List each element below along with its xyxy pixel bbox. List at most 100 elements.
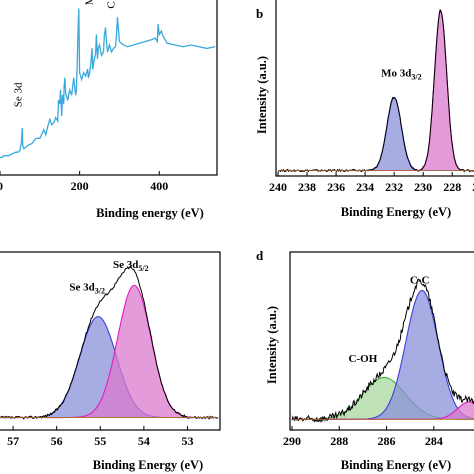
survey-point-88 xyxy=(7,155,9,157)
panel-b-letter: b xyxy=(256,6,263,21)
survey-point-3 xyxy=(190,44,192,46)
survey-point-23 xyxy=(115,46,116,48)
panel-c: 57 56 55 54 53 Binding Energy (eV) Se 3d3/2S… xyxy=(0,251,221,472)
panel-b: b 240 238 236 234 232 230 228 226 Intensity (a.… xyxy=(255,0,474,219)
survey-point-84 xyxy=(19,150,21,151)
peak-fill-b-1 xyxy=(278,10,474,171)
panel-a-ticks: 400 200 0 xyxy=(0,171,168,193)
survey-point-71 xyxy=(49,118,51,120)
panel-a-plot xyxy=(0,8,216,159)
survey-point-29 xyxy=(105,27,106,29)
survey-point-67 xyxy=(57,120,59,122)
survey-point-27 xyxy=(107,51,108,53)
survey-point-39 xyxy=(92,68,94,70)
survey-point-43 xyxy=(87,77,89,79)
survey-point-52 xyxy=(76,89,77,91)
survey-point-55 xyxy=(71,94,73,96)
x-tick-label-b-7: 226 xyxy=(472,180,474,194)
survey-point-17 xyxy=(127,46,128,48)
panel-d-plot xyxy=(291,278,474,424)
survey-point-85 xyxy=(17,151,19,153)
survey-point-38 xyxy=(93,60,95,61)
survey-point-19 xyxy=(119,41,120,42)
panel-d-xlabel: Binding Energy (eV) xyxy=(341,458,451,472)
survey-point-9 xyxy=(158,34,160,35)
survey-point-61 xyxy=(63,103,65,105)
survey-point-51 xyxy=(76,65,78,67)
annotation-c-1: Se 3d5/2 xyxy=(113,259,149,273)
survey-point-47 xyxy=(81,79,83,80)
survey-point-2 xyxy=(198,46,200,48)
survey-point-49 xyxy=(78,8,80,10)
annotation-c-0: Se 3d3/2 xyxy=(69,282,105,296)
survey-point-20 xyxy=(117,27,119,29)
survey-point-37 xyxy=(95,53,96,55)
survey-point-62 xyxy=(62,94,63,96)
x-tick-label-d-3: 284 xyxy=(425,434,443,448)
survey-point-78 xyxy=(27,144,29,146)
survey-point-12 xyxy=(154,37,156,39)
survey-point-25 xyxy=(111,51,112,53)
x-tick-label-d-0: 290 xyxy=(283,434,301,448)
survey-point-18 xyxy=(123,44,124,46)
x-tick-label-d-2: 286 xyxy=(378,434,396,448)
panel-c-plot xyxy=(0,266,219,420)
survey-point-24 xyxy=(113,48,114,49)
panel-b-ticks: 240 238 236 234 232 230 228 226 xyxy=(269,172,474,194)
survey-point-0 xyxy=(214,46,216,48)
survey-point-36 xyxy=(95,34,97,35)
annotation-c-1-sub: 5/2 xyxy=(138,264,148,273)
panel-b-ylabel: Intensity (a.u.) xyxy=(255,56,269,134)
peak-fill-d-2 xyxy=(292,401,474,420)
survey-point-28 xyxy=(105,39,107,41)
survey-point-41 xyxy=(90,63,92,65)
x-tick-label-a-0: 400 xyxy=(150,179,168,193)
survey-point-83 xyxy=(21,141,22,143)
annotation-b-0-main: Mo 3d xyxy=(381,68,411,80)
survey-point-90 xyxy=(1,157,3,158)
x-tick-label-c-1: 56 xyxy=(51,434,63,448)
survey-point-22 xyxy=(115,37,117,39)
survey-point-5 xyxy=(174,44,176,46)
survey-point-69 xyxy=(53,122,55,124)
survey-point-77 xyxy=(31,143,33,144)
survey-point-56 xyxy=(69,89,71,91)
survey-point-7 xyxy=(162,35,164,37)
survey-point-1 xyxy=(206,48,208,49)
survey-point-14 xyxy=(144,41,146,42)
panel-a: 400 200 0 Binding energy (eV) C 1s Mo 3d3/2… xyxy=(0,0,218,220)
annotation-c-1-main: Se 3d xyxy=(113,259,138,271)
survey-point-86 xyxy=(15,151,17,153)
survey-point-70 xyxy=(51,124,53,125)
x-tick-label-c-0: 57 xyxy=(7,434,19,448)
survey-series-line-0 xyxy=(0,8,216,159)
survey-point-35 xyxy=(97,58,98,60)
x-tick-label-b-5: 230 xyxy=(414,180,432,194)
survey-point-4 xyxy=(182,46,184,48)
x-tick-label-c-2: 55 xyxy=(94,434,106,448)
peak-fill-c-0 xyxy=(0,316,218,418)
panel-a-annotations: C 1sMo 3d3/2Mo 3d5/2Se 3d xyxy=(13,0,118,107)
x-tick-label-b-3: 234 xyxy=(356,180,374,194)
survey-point-76 xyxy=(35,138,37,139)
annotation-a-text-1: Mo 3d3/2 xyxy=(83,0,97,5)
panel-a-frame xyxy=(0,0,218,176)
survey-point-50 xyxy=(77,30,79,32)
survey-point-44 xyxy=(87,68,88,70)
peak-fill-d-0 xyxy=(292,377,474,420)
survey-point-68 xyxy=(55,117,57,119)
annotation-a-text-3: Se 3d xyxy=(13,82,25,107)
panel-d: d 290 288 286 284 Intensity (a.u.) Binding … xyxy=(256,248,474,472)
peak-fill-d-1 xyxy=(292,290,474,420)
panel-b-xlabel: Binding Energy (eV) xyxy=(341,205,451,219)
panel-b-annotations: Mo 3d3/2Mo 3d5/2 xyxy=(381,68,421,82)
survey-point-53 xyxy=(75,94,77,96)
survey-point-21 xyxy=(117,16,118,18)
survey-point-79 xyxy=(25,146,27,148)
annotation-c-0-main: Se 3d xyxy=(69,282,94,294)
survey-point-16 xyxy=(132,44,134,46)
panel-d-ticks: 290 288 286 284 xyxy=(283,426,443,448)
annotation-a-text-0: C 1s xyxy=(105,0,117,9)
survey-point-46 xyxy=(83,72,85,74)
panel-c-frame xyxy=(0,251,221,431)
